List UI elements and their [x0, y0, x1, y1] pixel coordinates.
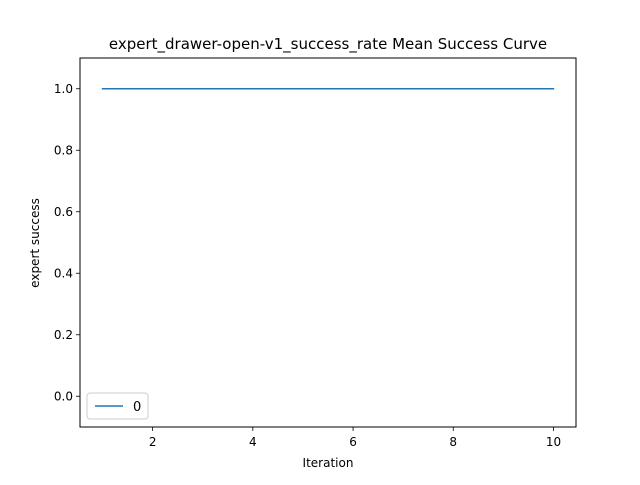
x-tick-label: 8: [449, 435, 457, 449]
y-tick-label: 1.0: [54, 82, 73, 96]
x-tick-label: 10: [546, 435, 561, 449]
x-axis-label: Iteration: [303, 456, 354, 470]
axes-frame: [79, 57, 577, 428]
y-tick-label: 0.6: [54, 205, 73, 219]
legend-label: 0: [133, 400, 141, 415]
y-tick-label: 0.4: [54, 266, 73, 280]
x-tick-label: 2: [149, 435, 157, 449]
x-tick-label: 4: [249, 435, 257, 449]
y-tick-label: 0.2: [54, 328, 73, 342]
y-tick-label: 0.0: [54, 389, 73, 403]
plot-area: 2 4 6 8 10 0.0 0.2 0.4 0.6 0.8 1.0 0: [54, 57, 577, 449]
y-axis-label: expert success: [28, 198, 42, 288]
y-tick-label: 0.8: [54, 143, 73, 157]
x-tick-label: 6: [349, 435, 357, 449]
chart-title: expert_drawer-open-v1_success_rate Mean …: [109, 35, 547, 54]
